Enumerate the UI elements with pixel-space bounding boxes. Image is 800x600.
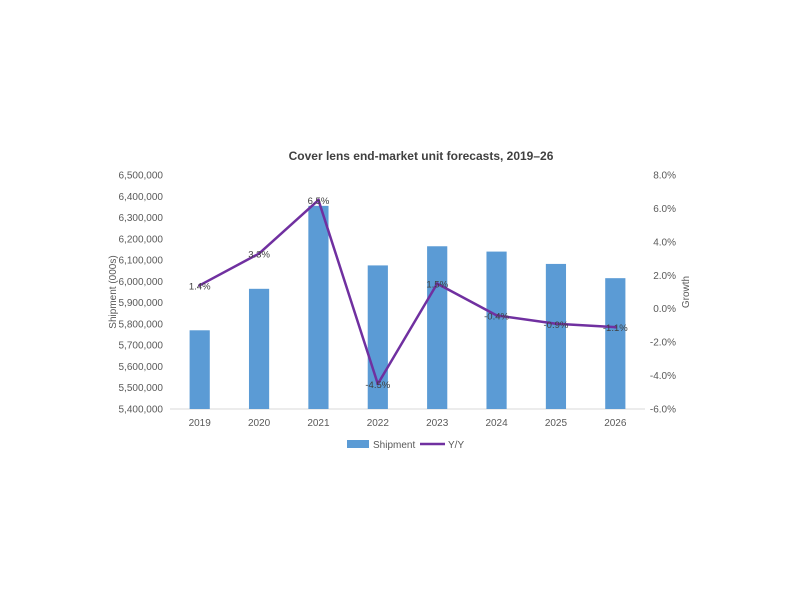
bar-shipment	[248, 288, 270, 409]
y-tick-label: 5,800,000	[119, 319, 164, 330]
y2-tick-label: -4.0%	[650, 371, 676, 382]
y-tick-label: 6,200,000	[119, 234, 164, 245]
bar-shipment	[605, 278, 626, 409]
y-tick-label: 6,100,000	[119, 256, 164, 267]
y-tick-label: 6,000,000	[119, 277, 164, 288]
x-tick-label: 2023	[426, 418, 449, 429]
point-yy	[613, 325, 617, 329]
point-yy	[495, 313, 499, 317]
y2-tick-label: 6.0%	[653, 204, 676, 215]
y-tick-label: 5,600,000	[119, 362, 164, 373]
point-yy	[554, 322, 558, 326]
bar-shipment	[427, 246, 448, 409]
y-tick-label: 6,400,000	[119, 192, 164, 203]
data-label-yy: -1.1%	[603, 323, 628, 334]
bar-shipment	[486, 251, 507, 409]
x-tick-label: 2022	[367, 418, 390, 429]
x-tick-label: 2025	[545, 418, 568, 429]
x-tick-label: 2020	[248, 418, 271, 429]
point-yy	[316, 198, 320, 202]
y2-tick-label: 4.0%	[653, 237, 676, 248]
data-label-yy: -0.9%	[544, 320, 569, 331]
point-yy	[435, 282, 439, 286]
bar-shipment	[545, 263, 567, 409]
y2-axis-title: Growth	[681, 276, 692, 308]
x-tick-label: 2024	[485, 418, 508, 429]
bar-shipment	[308, 205, 329, 409]
data-label-yy: 1.4%	[189, 281, 211, 292]
line-yy	[199, 198, 616, 386]
y2-tick-label: -2.0%	[650, 338, 676, 349]
y-tick-label: 6,300,000	[119, 213, 164, 224]
y2-tick-label: -6.0%	[650, 405, 676, 416]
legend-swatch-shipment	[347, 440, 369, 448]
data-label-yy: -0.4%	[484, 311, 509, 322]
y-tick-label: 5,500,000	[119, 383, 164, 394]
data-label-yy: -4.5%	[365, 380, 390, 391]
chart-title: Cover lens end-market unit forecasts, 20…	[289, 149, 554, 163]
point-yy	[257, 252, 261, 256]
x-tick-label: 2019	[189, 418, 212, 429]
y-tick-label: 6,500,000	[119, 171, 164, 182]
point-yy	[198, 283, 202, 287]
y2-tick-label: 2.0%	[653, 271, 676, 282]
y-tick-label: 5,700,000	[119, 341, 164, 352]
y-tick-label: 5,900,000	[119, 298, 164, 309]
y2-tick-label: 8.0%	[653, 171, 676, 182]
y2-tick-label: 0.0%	[653, 304, 676, 315]
x-tick-label: 2021	[307, 418, 330, 429]
legend: Shipment Y/Y	[347, 440, 464, 451]
data-label-yy: 3.3%	[248, 250, 270, 261]
legend-label-yy: Y/Y	[448, 440, 464, 451]
bar-shipment	[189, 330, 210, 409]
legend-label-shipment: Shipment	[373, 440, 415, 451]
point-yy	[376, 382, 380, 386]
data-label-yy: 6.5%	[308, 196, 330, 207]
data-label-yy: 1.5%	[426, 280, 448, 291]
y-tick-label: 5,400,000	[119, 405, 164, 416]
x-tick-label: 2026	[604, 418, 627, 429]
y-axis-title: Shipment (000s)	[108, 255, 119, 328]
